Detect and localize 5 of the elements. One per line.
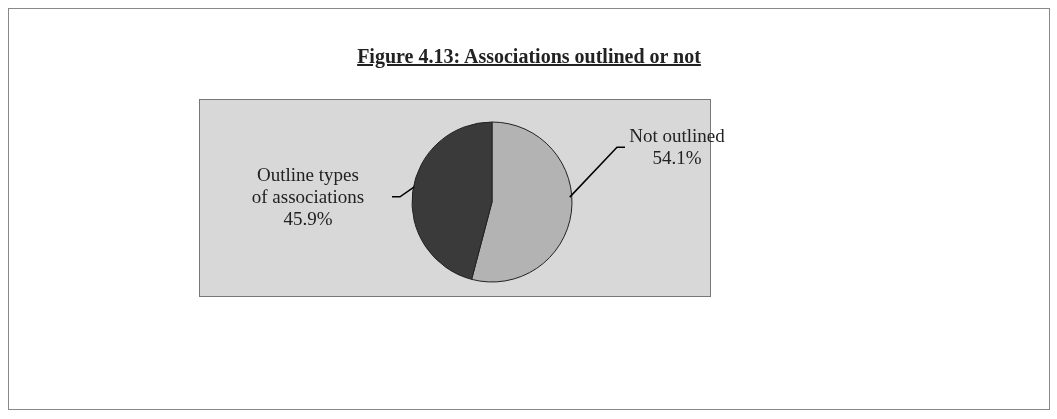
slice-label: Not outlined [629,125,726,147]
data-label: 54.1% [652,147,702,169]
slice-label: Outline types of associations [251,163,365,207]
chart-title: Figure 4.13: Associations outlined or not [356,45,702,68]
data-label: 45.9% [283,207,333,229]
